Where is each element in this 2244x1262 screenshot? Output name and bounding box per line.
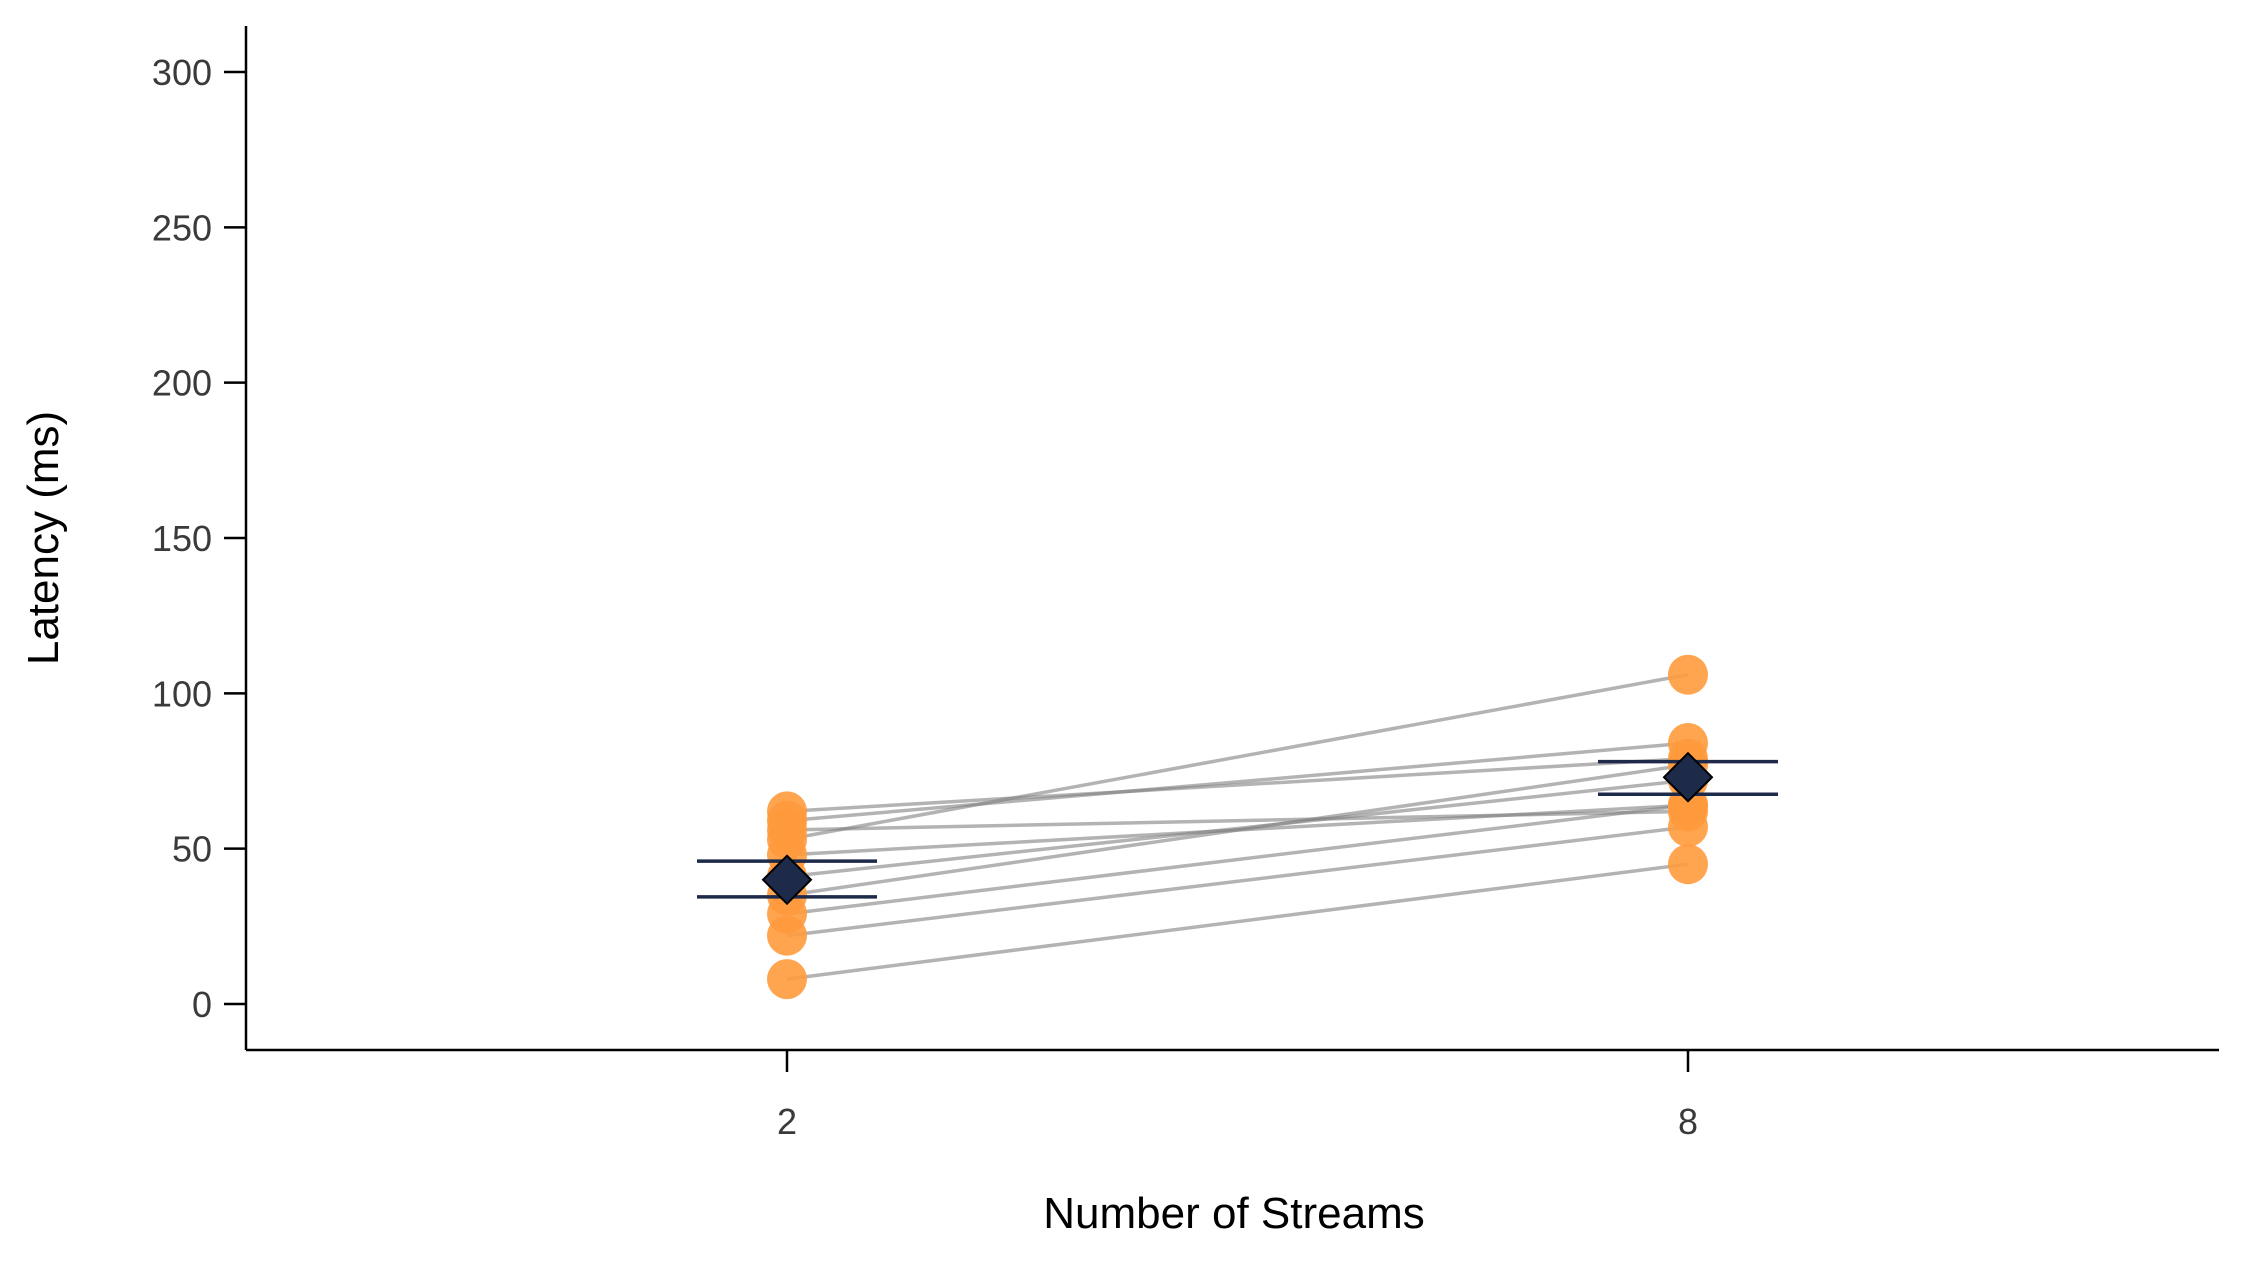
pair-line	[786, 825, 1689, 938]
x-axis-title: Number of Streams	[1043, 1189, 1424, 1238]
x-tick-label: 2	[777, 1101, 797, 1142]
pair-line	[786, 672, 1689, 842]
x-tick-label: 8	[1678, 1101, 1698, 1142]
y-tick-label: 100	[152, 673, 212, 714]
axes	[244, 26, 2219, 1052]
data-point	[767, 791, 807, 832]
y-tick-label: 0	[192, 984, 212, 1025]
y-tick-label: 200	[152, 363, 212, 404]
data-point	[767, 959, 807, 1000]
y-axis-title: Latency (ms)	[19, 411, 68, 665]
data-point	[1668, 844, 1708, 885]
y-tick-label: 250	[152, 207, 212, 248]
y-tick-label: 50	[172, 829, 212, 870]
pair-line	[786, 809, 1689, 832]
summary-markers	[697, 751, 1778, 906]
data-point	[1668, 654, 1708, 695]
pair-line	[786, 756, 1689, 814]
y-ticks: 0 50 100 150 200 250 300	[152, 52, 246, 1025]
paired-lines	[786, 672, 1689, 981]
mean-marker	[761, 854, 813, 906]
y-tick-label: 150	[152, 518, 212, 559]
pair-line	[786, 862, 1689, 981]
y-tick-label: 300	[152, 52, 212, 93]
data-point	[1668, 791, 1708, 832]
pair-line	[786, 803, 1689, 916]
mean-marker	[1662, 751, 1714, 803]
pair-line	[786, 741, 1689, 823]
